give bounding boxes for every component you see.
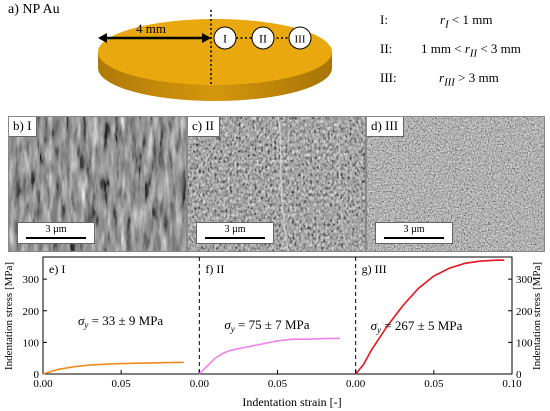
micrograph-zone-1-label: b) I xyxy=(9,117,38,137)
scale-bar-1-label: 3 µm xyxy=(45,224,67,235)
definition-1-suffix: < 1 mm xyxy=(448,12,493,27)
distance-label: 4 mm xyxy=(136,21,166,36)
y-tick-label-left: 300 xyxy=(23,274,40,286)
x-tick-label: 0.00 xyxy=(33,378,53,390)
zone-marker-3: III xyxy=(288,26,312,50)
definition-roman-2: II: xyxy=(380,41,393,56)
surface-crack xyxy=(277,117,289,251)
y-tick-label-left: 100 xyxy=(23,337,40,349)
definition-roman-1: I: xyxy=(380,12,388,27)
x-tick-label: 0.00 xyxy=(190,378,210,390)
scale-bar-3-label: 3 µm xyxy=(403,224,425,235)
micrograph-zone-3: d) III 3 µm xyxy=(366,116,545,252)
arrow-head-right xyxy=(202,33,211,43)
definition-1: rI < 1 mm xyxy=(440,12,492,31)
arrow-head-left xyxy=(98,33,107,43)
panel-label: g) III xyxy=(362,262,387,276)
definition-1-var: r xyxy=(440,12,446,27)
series-line-3 xyxy=(355,259,505,375)
definition-2-var: r xyxy=(464,41,470,56)
surface-crack xyxy=(337,117,349,251)
micrograph-zone-2: c) II 3 µm xyxy=(187,116,366,252)
zone-label-1: I xyxy=(223,32,227,46)
x-tick-label: 0.05 xyxy=(112,378,132,390)
stress-strain-chart: 0 0 100 100 200 200 300 300 0.00 0.05 e) I 0.00 0.05… xyxy=(3,256,543,409)
zone-label-2: II xyxy=(259,32,267,46)
micrograph-zone-1: b) I 3 µm xyxy=(8,116,187,252)
schematic-title: a) NP Au xyxy=(8,2,60,17)
disk-schematic: 4 mm I II III xyxy=(98,10,332,101)
zone-marker-1: I xyxy=(213,26,237,50)
y-tick-label-left: 0 xyxy=(34,369,40,381)
micrograph-zone-3-image xyxy=(367,117,544,251)
y-axis-label-left: Indentation stress [MPa] xyxy=(3,262,15,370)
x-tick-label: 0.05 xyxy=(268,378,288,390)
y-tick-label-left: 200 xyxy=(23,306,40,318)
yield-strength-annotation-3: σy = 267 ± 5 MPa xyxy=(371,318,463,335)
zone-label-3: III xyxy=(295,34,306,46)
y-tick-label-right: 200 xyxy=(516,306,533,318)
x-tick-label: 0.00 xyxy=(346,378,366,390)
definition-2-prefix: 1 mm < xyxy=(421,41,465,56)
micrograph-zone-2-label: c) II xyxy=(188,117,221,137)
zone-marker-2: II xyxy=(251,26,275,50)
y-tick-label-right: 100 xyxy=(516,337,533,349)
panel-label: e) I xyxy=(49,262,65,276)
x-tick-label: 0.10 xyxy=(502,378,522,390)
yield-strength-annotation-1: σy = 33 ± 9 MPa xyxy=(78,313,163,330)
definition-3-suffix: > 3 mm xyxy=(454,70,499,85)
x-tick-label: 0.05 xyxy=(424,378,444,390)
scale-bar-2-label: 3 µm xyxy=(224,224,246,235)
series-line-1 xyxy=(42,361,184,375)
definition-2-suffix: < 3 mm xyxy=(477,41,521,56)
chart-frame: 0 0 100 100 200 200 300 300 0.00 0.05 e) I 0.00 0.05… xyxy=(23,256,533,390)
scale-bar-2: 3 µm xyxy=(196,222,274,244)
definition-2: 1 mm < rII < 3 mm xyxy=(421,41,521,60)
y-axis-label-right: Indentation stress [MPa] xyxy=(531,262,543,370)
chart-marks: σy = 33 ± 9 MPa σy = 75 ± 7 MPa σy = 267 ±… xyxy=(42,259,505,375)
panel-label: f) II xyxy=(205,262,224,276)
definition-3-var: r xyxy=(439,70,445,85)
scale-bar-3: 3 µm xyxy=(375,222,453,244)
definition-1-sub: I xyxy=(445,18,449,31)
y-tick-label-right: 0 xyxy=(516,369,522,381)
definition-3: rIII > 3 mm xyxy=(439,70,499,89)
definition-roman-3: III: xyxy=(380,70,397,85)
scale-bar-1: 3 µm xyxy=(17,222,95,244)
definition-3-sub: III xyxy=(444,76,455,89)
micrograph-zone-2-image xyxy=(188,117,365,251)
y-tick-label-right: 300 xyxy=(516,274,533,286)
yield-strength-annotation-2: σy = 75 ± 7 MPa xyxy=(224,317,309,334)
series-line-2 xyxy=(198,337,341,375)
definition-2-sub: II xyxy=(469,47,478,60)
x-axis-label: Indentation strain [-] xyxy=(242,395,341,409)
micrograph-zone-3-label: d) III xyxy=(367,117,405,137)
